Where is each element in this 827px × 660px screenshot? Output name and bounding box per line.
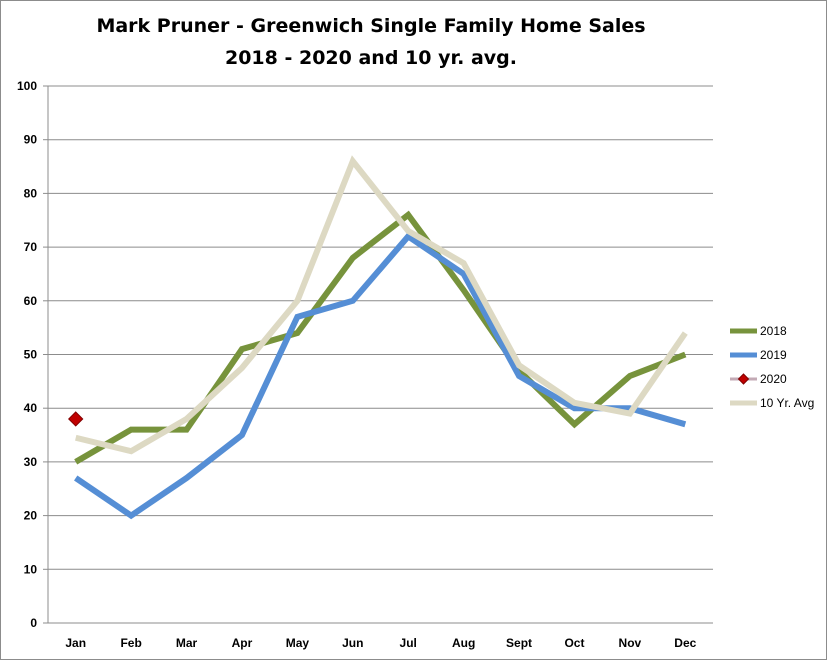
- x-tick-label-nov: Nov: [619, 636, 642, 650]
- y-tick-label-70: 70: [24, 240, 38, 254]
- series-line-10-yr-avg: [75, 155, 688, 455]
- y-tick-label-100: 100: [17, 79, 37, 93]
- x-tick-label-mar: Mar: [176, 636, 198, 650]
- x-axis-ticks: Jan Feb Mar Apr May Jun Jul Aug Sept Oct Nov Dec: [65, 636, 696, 650]
- y-tick-label-40: 40: [24, 401, 38, 415]
- legend-label-10-yr-avg: 10 Yr. Avg: [760, 396, 814, 410]
- x-tick-label-apr: Apr: [232, 636, 253, 650]
- legend-swatch-2020: [737, 373, 750, 385]
- x-tick-label-aug: Aug: [452, 636, 475, 650]
- chart-subtitle: 2018 - 2020 and 10 yr. avg.: [225, 47, 517, 69]
- legend-label-2019: 2019: [760, 348, 787, 362]
- x-tick-label-dec: Dec: [674, 636, 696, 650]
- x-tick-label-jan: Jan: [65, 636, 86, 650]
- x-tick-label-feb: Feb: [120, 636, 141, 650]
- gridlines: [47, 85, 713, 624]
- legend-label-2020: 2020: [760, 372, 787, 386]
- chart-title: Mark Pruner - Greenwich Single Family Ho…: [96, 15, 645, 37]
- x-tick-label-sept: Sept: [506, 636, 532, 650]
- legend-label-2018: 2018: [760, 324, 787, 338]
- series-line-2019: [74, 232, 687, 520]
- y-tick-label-50: 50: [24, 348, 38, 362]
- y-tick-label-0: 0: [30, 616, 37, 630]
- point-2020-0: [68, 411, 84, 427]
- series-group: [68, 155, 688, 520]
- y-tick-label-80: 80: [24, 186, 38, 200]
- series-line-2018: [74, 210, 687, 465]
- x-tick-label-jul: Jul: [400, 636, 417, 650]
- y-tick-label-90: 90: [24, 133, 38, 147]
- y-tick-label-30: 30: [24, 455, 38, 469]
- y-tick-label-20: 20: [24, 509, 38, 523]
- y-tick-label-10: 10: [24, 562, 38, 576]
- x-tick-label-oct: Oct: [564, 636, 584, 650]
- y-axis-ticks: 0 10 20 30 40 50 60 70 80 90 100: [17, 79, 48, 630]
- y-tick-label-60: 60: [24, 294, 38, 308]
- legend: 2018 2019 2020 10 Yr. Avg: [730, 324, 814, 410]
- x-tick-label-jun: Jun: [342, 636, 363, 650]
- x-tick-label-may: May: [286, 636, 310, 650]
